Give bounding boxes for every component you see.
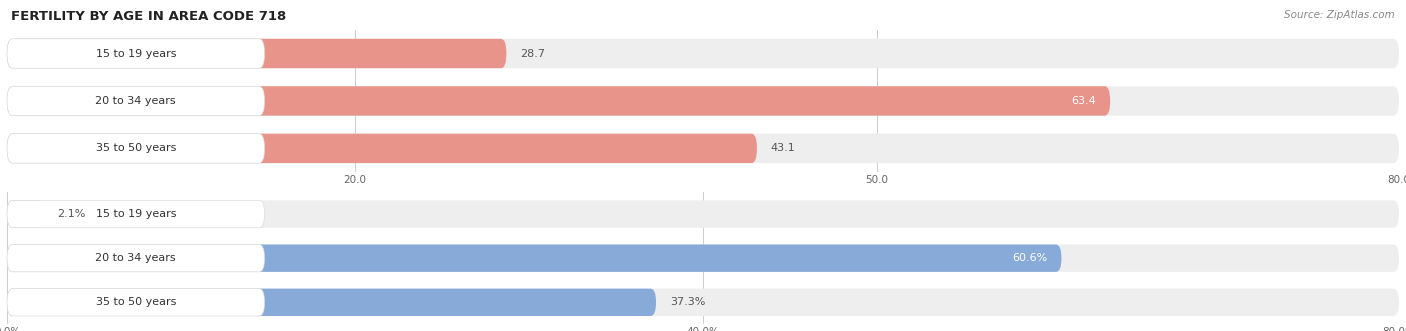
FancyBboxPatch shape [7, 200, 44, 228]
FancyBboxPatch shape [7, 289, 1399, 316]
FancyBboxPatch shape [7, 200, 264, 228]
FancyBboxPatch shape [7, 245, 264, 272]
FancyBboxPatch shape [7, 134, 264, 163]
Text: 37.3%: 37.3% [669, 297, 706, 307]
FancyBboxPatch shape [7, 245, 1062, 272]
Text: 15 to 19 years: 15 to 19 years [96, 209, 176, 219]
Text: Source: ZipAtlas.com: Source: ZipAtlas.com [1284, 10, 1395, 20]
Text: 35 to 50 years: 35 to 50 years [96, 143, 176, 153]
FancyBboxPatch shape [7, 200, 1399, 228]
Text: 43.1: 43.1 [770, 143, 796, 153]
FancyBboxPatch shape [7, 86, 1399, 116]
FancyBboxPatch shape [7, 86, 264, 116]
FancyBboxPatch shape [7, 289, 657, 316]
Text: 60.6%: 60.6% [1012, 253, 1047, 263]
Text: 28.7: 28.7 [520, 49, 546, 59]
Text: 63.4: 63.4 [1071, 96, 1097, 106]
FancyBboxPatch shape [7, 39, 264, 68]
Text: 20 to 34 years: 20 to 34 years [96, 96, 176, 106]
FancyBboxPatch shape [7, 86, 1111, 116]
FancyBboxPatch shape [7, 134, 1399, 163]
FancyBboxPatch shape [7, 245, 1399, 272]
Text: 2.1%: 2.1% [58, 209, 86, 219]
FancyBboxPatch shape [7, 39, 1399, 68]
Text: 20 to 34 years: 20 to 34 years [96, 253, 176, 263]
FancyBboxPatch shape [7, 134, 756, 163]
FancyBboxPatch shape [7, 289, 264, 316]
Text: 15 to 19 years: 15 to 19 years [96, 49, 176, 59]
FancyBboxPatch shape [7, 39, 506, 68]
Text: FERTILITY BY AGE IN AREA CODE 718: FERTILITY BY AGE IN AREA CODE 718 [11, 10, 287, 23]
Text: 35 to 50 years: 35 to 50 years [96, 297, 176, 307]
